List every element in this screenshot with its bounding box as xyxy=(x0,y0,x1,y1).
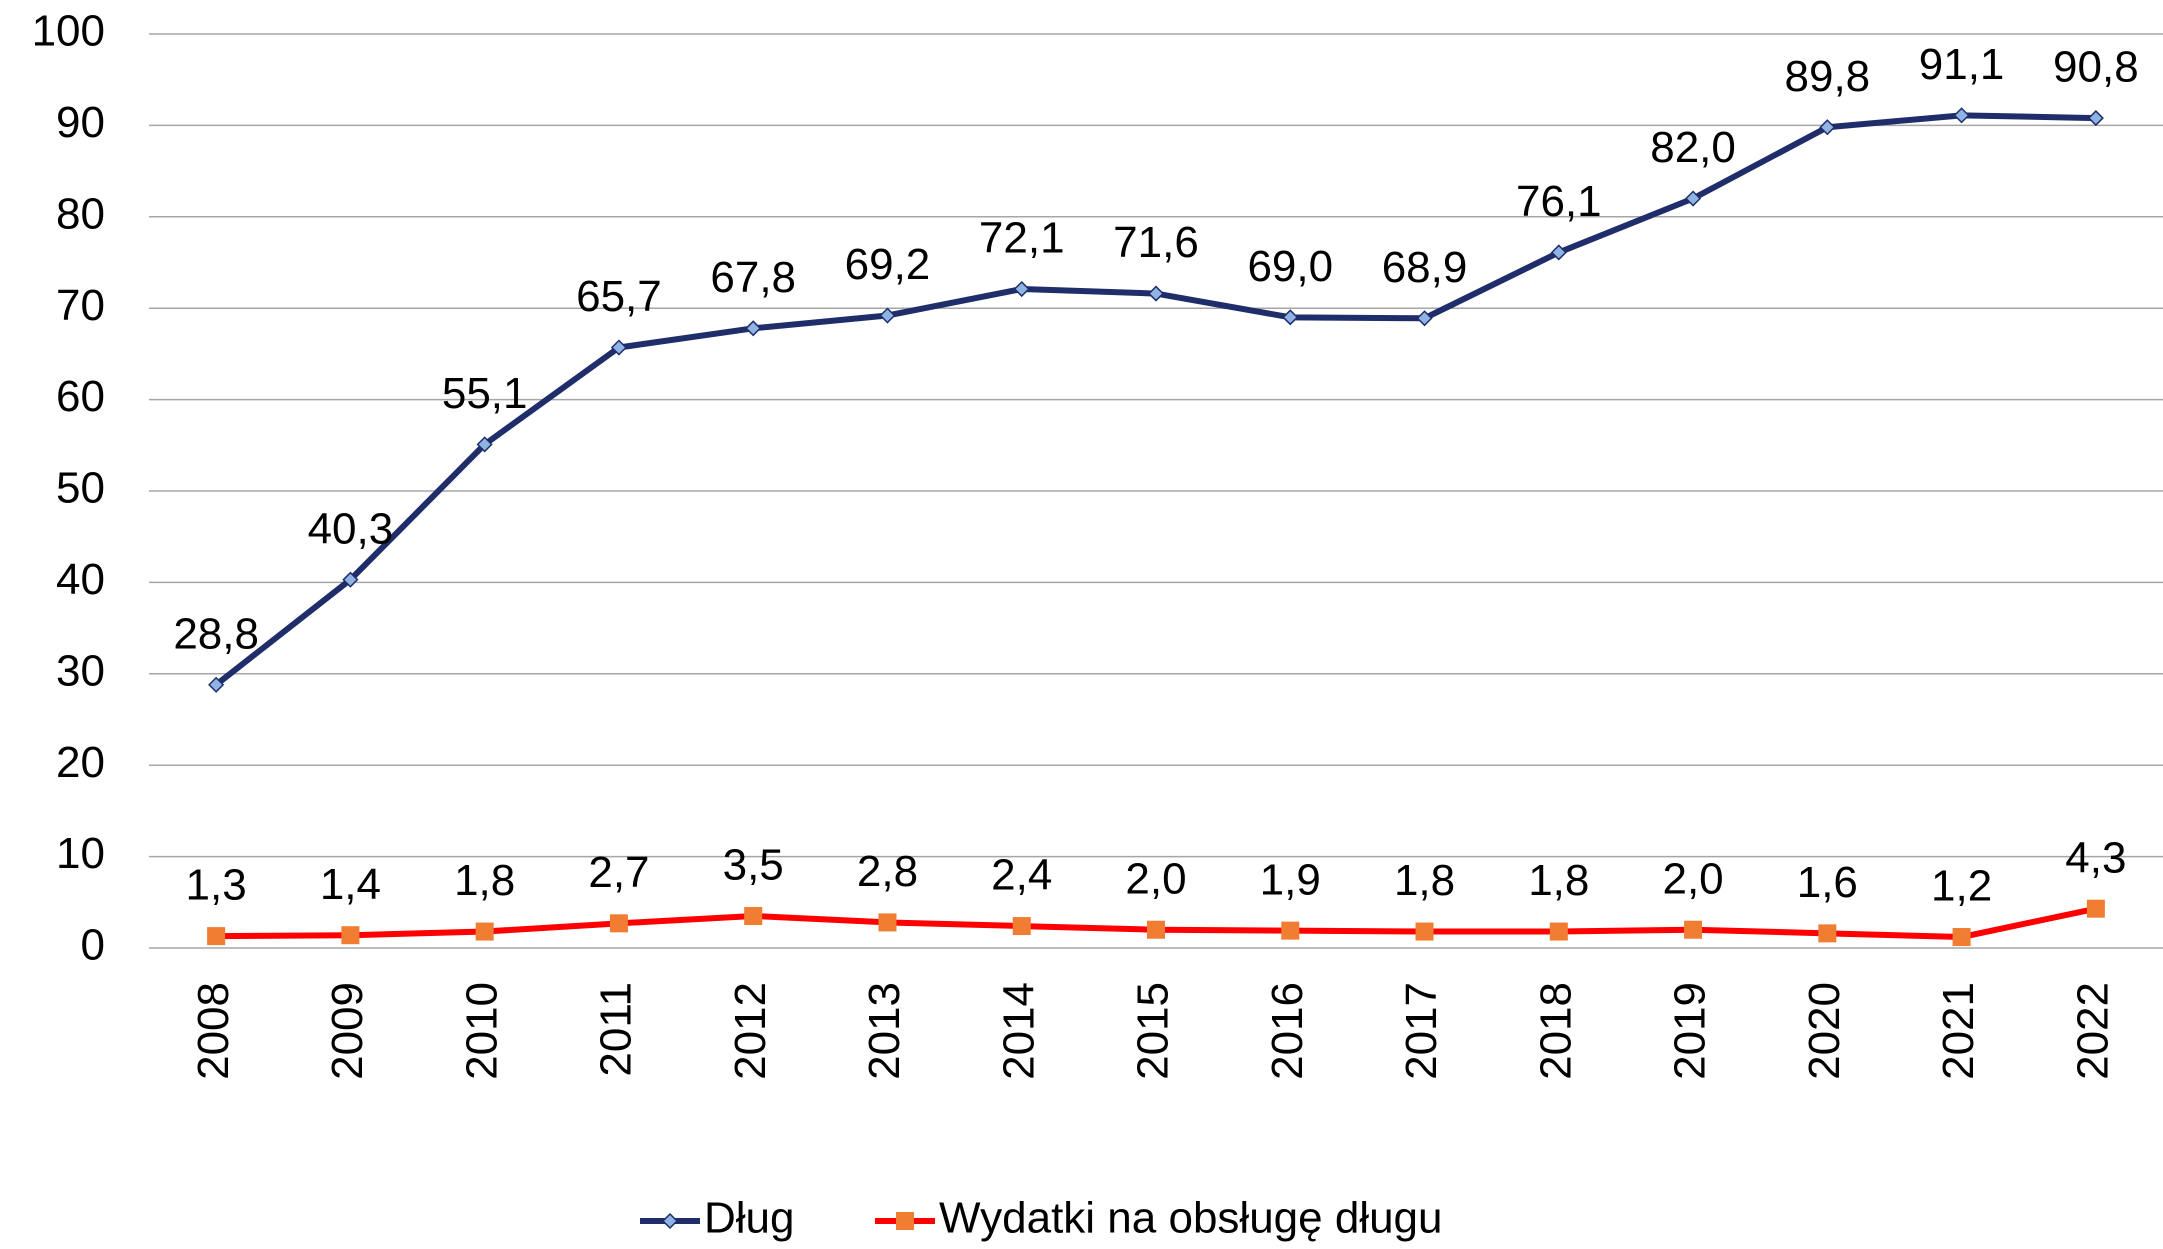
data-label: 1,8 xyxy=(454,856,515,905)
x-tick-label: 2019 xyxy=(1666,982,1715,1080)
x-tick-label: 2018 xyxy=(1531,982,1580,1080)
data-label: 69,2 xyxy=(845,240,931,289)
x-tick-label: 2011 xyxy=(592,982,641,1077)
marker xyxy=(1415,922,1434,941)
marker xyxy=(342,571,359,588)
marker xyxy=(609,914,628,933)
y-tick-label: 80 xyxy=(56,189,105,238)
x-tick-label: 2016 xyxy=(1263,982,1312,1080)
legend-label: Dług xyxy=(704,1194,795,1243)
marker xyxy=(878,913,897,932)
data-label: 68,9 xyxy=(1382,243,1468,292)
y-tick-label: 10 xyxy=(56,829,105,878)
y-tick-label: 50 xyxy=(56,464,105,513)
data-label: 90,8 xyxy=(2053,43,2139,92)
marker xyxy=(2086,899,2105,918)
y-tick-label: 100 xyxy=(32,7,105,56)
marker xyxy=(1953,107,1970,124)
legend-label: Wydatki na obsługę długu xyxy=(939,1194,1443,1243)
x-tick-label: 2013 xyxy=(860,982,909,1080)
data-label: 72,1 xyxy=(979,214,1065,263)
data-label: 2,7 xyxy=(588,848,649,897)
marker xyxy=(1685,190,1702,207)
marker xyxy=(1281,921,1300,940)
marker xyxy=(879,307,896,324)
marker xyxy=(1549,922,1568,941)
marker xyxy=(1147,285,1165,302)
marker xyxy=(1012,917,1031,936)
x-tick-label: 2009 xyxy=(323,982,372,1080)
data-label: 55,1 xyxy=(442,369,528,418)
y-tick-label: 90 xyxy=(56,98,105,147)
data-label: 71,6 xyxy=(1113,218,1199,267)
marker xyxy=(745,320,762,337)
data-label: 1,2 xyxy=(1931,862,1992,911)
y-tick-label: 40 xyxy=(56,555,105,604)
x-tick-label: 2014 xyxy=(994,982,1043,1080)
marker xyxy=(1818,924,1837,943)
marker xyxy=(1282,309,1299,326)
data-label: 2,0 xyxy=(1662,854,1723,903)
data-label: 2,8 xyxy=(857,847,918,896)
data-label: 76,1 xyxy=(1516,177,1602,226)
data-label: 4,3 xyxy=(2065,833,2126,882)
marker xyxy=(744,907,763,926)
legend-item: Wydatki na obsługę długu xyxy=(875,1194,1443,1243)
marker xyxy=(208,676,225,693)
marker xyxy=(476,436,493,453)
x-tick-label: 2015 xyxy=(1129,982,1178,1080)
marker xyxy=(341,926,360,945)
marker xyxy=(1952,928,1971,947)
marker xyxy=(475,922,494,941)
data-label: 40,3 xyxy=(308,504,394,553)
data-label: 1,6 xyxy=(1797,858,1858,907)
data-label: 67,8 xyxy=(710,253,796,302)
legend-item: Dług xyxy=(640,1194,795,1243)
data-label: 69,0 xyxy=(1247,242,1333,291)
marker xyxy=(1147,920,1165,939)
marker xyxy=(1013,280,1030,298)
marker xyxy=(610,339,627,356)
y-tick-label: 0 xyxy=(81,921,105,970)
x-tick-label: 2021 xyxy=(1934,982,1983,1080)
data-label: 1,4 xyxy=(320,860,381,909)
data-label: 91,1 xyxy=(1919,40,2005,89)
marker xyxy=(207,927,226,946)
data-label: 2,4 xyxy=(991,851,1052,900)
data-label: 1,8 xyxy=(1394,856,1455,905)
y-tick-label: 30 xyxy=(56,646,105,695)
data-label: 1,8 xyxy=(1528,856,1589,905)
marker xyxy=(661,1212,679,1230)
data-label: 82,0 xyxy=(1650,123,1736,172)
marker xyxy=(1416,310,1433,327)
y-tick-label: 20 xyxy=(56,738,105,787)
data-label: 3,5 xyxy=(723,841,784,890)
x-tick-label: 2012 xyxy=(726,982,775,1080)
marker xyxy=(896,1212,914,1230)
x-tick-label: 2022 xyxy=(2068,982,2117,1080)
y-tick-label: 60 xyxy=(56,372,105,421)
y-tick-label: 70 xyxy=(56,281,105,330)
marker xyxy=(1550,244,1567,261)
x-tick-label: 2020 xyxy=(1800,982,1849,1080)
x-tick-label: 2010 xyxy=(457,982,506,1080)
data-label: 1,9 xyxy=(1260,855,1321,904)
data-label: 2,0 xyxy=(1125,854,1186,903)
x-tick-label: 2008 xyxy=(189,982,238,1080)
marker xyxy=(1684,920,1703,939)
marker xyxy=(2087,110,2104,127)
data-label: 89,8 xyxy=(1785,52,1871,101)
x-tick-label: 2017 xyxy=(1397,982,1446,1080)
data-label: 1,3 xyxy=(186,861,247,910)
data-label: 28,8 xyxy=(173,609,259,658)
marker xyxy=(1819,119,1836,136)
data-label: 65,7 xyxy=(576,272,662,321)
